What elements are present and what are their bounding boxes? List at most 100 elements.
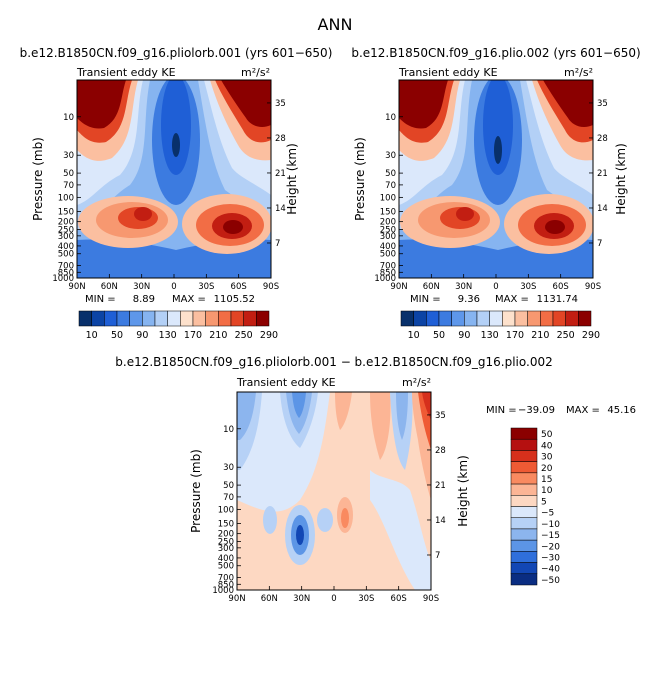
x-tick-label: 90N — [390, 282, 407, 292]
y-tick-label: 1000 — [374, 274, 396, 284]
y-tick-label: 10 — [385, 113, 396, 123]
contour-layer — [422, 392, 431, 420]
x-tick-label: 90S — [585, 282, 601, 292]
colorbar-label: −30 — [541, 553, 560, 563]
panel-title: b.e12.B1850CN.f09_g16.pliolorb.001 − b.e… — [115, 355, 552, 369]
y-right-tick-label: 28 — [275, 134, 286, 144]
min-label: MIN = — [410, 294, 441, 305]
colorbar-swatch — [451, 310, 465, 327]
y-tick-label: 70 — [223, 493, 234, 503]
contour-layer — [134, 207, 152, 221]
x-ticks: 90N 60N 30N 0 30S 60S 90S — [390, 274, 601, 292]
y-right-tick-label: 14 — [275, 204, 286, 214]
y-tick-label: 200 — [380, 218, 396, 228]
colorbar-swatch — [243, 310, 257, 327]
colorbar-swatch — [180, 310, 194, 327]
x-ticks: 90N 60N 30N 0 30S 60S 90S — [228, 586, 439, 604]
colorbar-label: 250 — [235, 330, 253, 341]
units-label: m²/s² — [402, 376, 431, 389]
y-right-tick-label: 7 — [275, 239, 280, 249]
colorbar-label: 15 — [541, 475, 552, 485]
panel-subtitle: Transient eddy KE — [236, 376, 336, 389]
y-right-tick-label: 35 — [435, 411, 446, 421]
colorbar-label: 90 — [458, 330, 470, 341]
y-tick-label: 200 — [58, 218, 74, 228]
y-tick-label: 700 — [58, 262, 74, 272]
colorbar-label: 170 — [184, 330, 202, 341]
y-right-tick-label: 21 — [275, 169, 286, 179]
x-tick-label: 60N — [423, 282, 440, 292]
colorbar-swatch — [502, 310, 516, 327]
y-tick-label: 500 — [380, 250, 396, 260]
colorbar-swatch — [256, 310, 270, 327]
y-axis-right-label: Height (km) — [285, 143, 299, 214]
y-tick-label: 30 — [385, 151, 396, 161]
x-tick-label: 0 — [331, 594, 336, 604]
contour-layer — [341, 508, 349, 528]
x-tick-label: 30N — [455, 282, 472, 292]
colorbar-label: 30 — [541, 453, 553, 463]
colorbar-swatch — [400, 310, 414, 327]
y-tick-label: 850 — [58, 268, 74, 278]
y-tick-label: 850 — [380, 268, 396, 278]
y-right-tick-label: 21 — [597, 169, 608, 179]
y-tick-label: 30 — [63, 151, 74, 161]
y-right-tick-label: 28 — [435, 446, 446, 456]
panel-top-left: b.e12.B1850CN.f09_g16.pliolorb.001 (yrs … — [20, 46, 333, 341]
colorbar-swatch — [578, 310, 592, 327]
y-tick-label: 500 — [218, 562, 234, 572]
contour-layer — [399, 80, 448, 129]
y-tick-label: 1000 — [52, 274, 74, 284]
colorbar-swatch — [142, 310, 156, 327]
x-tick-label: 60S — [231, 282, 247, 292]
contour-plot — [399, 80, 593, 278]
x-tick-label: 90S — [263, 282, 279, 292]
y-right-tick-label: 7 — [435, 551, 440, 561]
colorbar-label: 40 — [541, 441, 553, 451]
y-tick-label: 300 — [58, 232, 74, 242]
y-tick-label: 150 — [58, 208, 74, 218]
colorbar-swatch — [192, 310, 206, 327]
x-tick-label: 30S — [358, 594, 374, 604]
x-tick-label: 30N — [293, 594, 310, 604]
y-tick-label: 50 — [385, 169, 396, 179]
colorbar-swatch — [510, 573, 538, 586]
contour-layer — [335, 392, 352, 430]
x-tick-label: 90N — [228, 594, 245, 604]
colorbar-label: −50 — [541, 576, 560, 586]
units-label: m²/s² — [564, 66, 593, 79]
panel-title: b.e12.B1850CN.f09_g16.pliolorb.001 (yrs … — [20, 46, 333, 60]
colorbar-swatch — [514, 310, 528, 327]
y-tick-label: 700 — [218, 574, 234, 584]
x-tick-label: 30S — [520, 282, 536, 292]
contour-layer — [396, 392, 408, 440]
colorbar-label: 250 — [557, 330, 575, 341]
y-tick-label: 850 — [218, 580, 234, 590]
y-ticks-right: 35 28 21 14 7 — [427, 411, 446, 561]
y-right-tick-label: 7 — [597, 239, 602, 249]
y-tick-label: 10 — [63, 113, 74, 123]
y-axis-right-label: Height (km) — [456, 455, 470, 526]
y-tick-label: 1000 — [212, 586, 234, 596]
colorbar-swatch — [510, 562, 538, 575]
colorbar-swatch — [510, 438, 538, 451]
y-axis-label: Pressure (mb) — [31, 137, 45, 221]
y-ticks-right: 35 28 21 14 7 — [589, 99, 608, 249]
colorbar-label: 10 — [408, 330, 420, 341]
min-label: MIN = — [486, 405, 517, 416]
contour-layer — [494, 136, 502, 164]
colorbar-swatch — [510, 539, 538, 552]
contour-layer — [545, 220, 565, 234]
colorbar-swatch — [426, 310, 440, 327]
contour-layer — [237, 392, 256, 440]
colorbar-swatch — [230, 310, 244, 327]
contour-plot — [77, 80, 271, 278]
y-axis-label: Pressure (mb) — [189, 449, 203, 533]
contour-layer — [221, 80, 271, 128]
contour-plot — [237, 392, 431, 590]
y-tick-label: 50 — [63, 169, 74, 179]
y-tick-label: 30 — [223, 463, 234, 473]
y-tick-label: 400 — [218, 554, 234, 564]
colorbar-label: −10 — [541, 520, 560, 530]
